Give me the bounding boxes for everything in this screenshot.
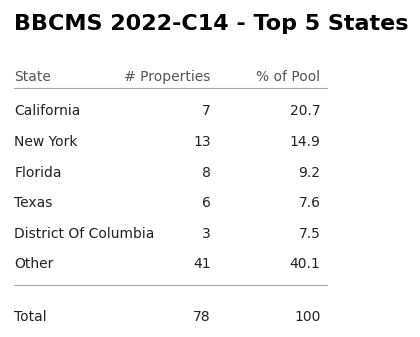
Text: Total: Total xyxy=(14,310,47,324)
Text: California: California xyxy=(14,104,81,118)
Text: # Properties: # Properties xyxy=(124,70,210,84)
Text: 6: 6 xyxy=(202,196,210,210)
Text: 3: 3 xyxy=(202,227,210,241)
Text: New York: New York xyxy=(14,135,78,149)
Text: Other: Other xyxy=(14,257,53,271)
Text: 78: 78 xyxy=(193,310,210,324)
Text: 40.1: 40.1 xyxy=(290,257,320,271)
Text: 7.5: 7.5 xyxy=(299,227,320,241)
Text: 7: 7 xyxy=(202,104,210,118)
Text: 14.9: 14.9 xyxy=(289,135,320,149)
Text: 13: 13 xyxy=(193,135,210,149)
Text: 100: 100 xyxy=(294,310,320,324)
Text: District Of Columbia: District Of Columbia xyxy=(14,227,155,241)
Text: % of Pool: % of Pool xyxy=(256,70,320,84)
Text: 20.7: 20.7 xyxy=(290,104,320,118)
Text: 8: 8 xyxy=(202,165,210,180)
Text: State: State xyxy=(14,70,51,84)
Text: 7.6: 7.6 xyxy=(299,196,320,210)
Text: BBCMS 2022-C14 - Top 5 States: BBCMS 2022-C14 - Top 5 States xyxy=(14,14,409,34)
Text: 41: 41 xyxy=(193,257,210,271)
Text: Florida: Florida xyxy=(14,165,62,180)
Text: 9.2: 9.2 xyxy=(299,165,320,180)
Text: Texas: Texas xyxy=(14,196,52,210)
